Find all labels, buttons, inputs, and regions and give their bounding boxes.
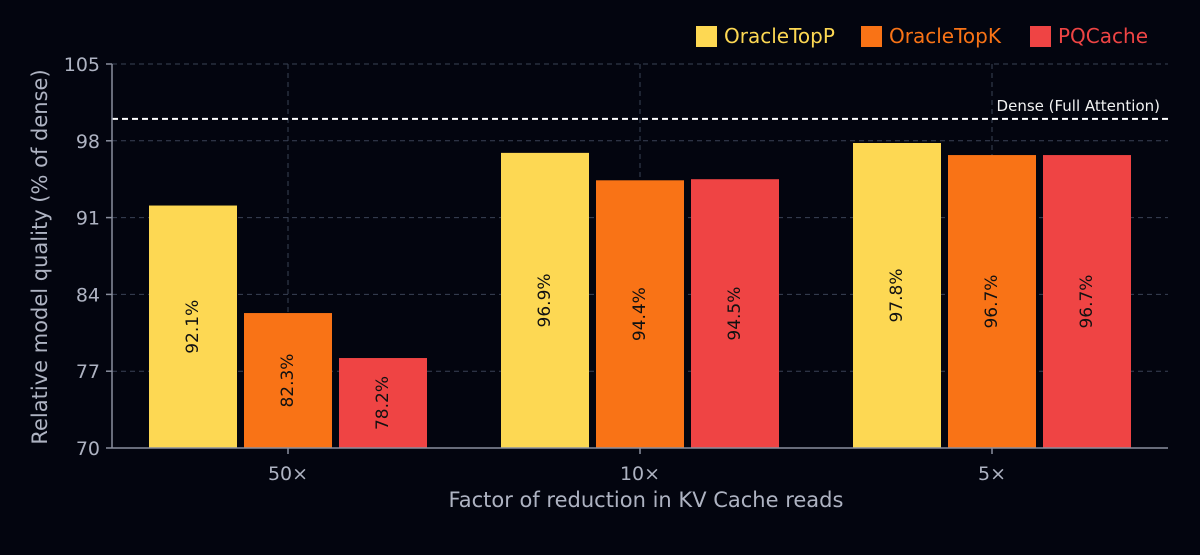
y-tick-label: 91: [76, 208, 100, 230]
bar-value-label: 94.5%: [725, 287, 745, 341]
x-tick-label: 50×: [268, 463, 308, 485]
bar-value-label: 94.4%: [630, 287, 650, 341]
y-tick-label: 105: [64, 54, 100, 76]
bar: [244, 313, 332, 448]
legend-swatch: [1030, 26, 1051, 47]
legend-label: PQCache: [1058, 24, 1148, 48]
x-tick-label: 10×: [620, 463, 660, 485]
legend-label: OracleTopP: [724, 24, 835, 48]
bar: [596, 180, 684, 448]
bar-value-label: 96.7%: [982, 275, 1002, 329]
bar-value-label: 92.1%: [183, 300, 203, 354]
legend-label: OracleTopK: [889, 24, 1002, 48]
bar: [691, 179, 779, 448]
bar: [149, 205, 237, 448]
y-tick-label: 70: [76, 438, 100, 460]
bar-value-label: 78.2%: [373, 376, 393, 430]
reference-line-group: Dense (Full Attention): [112, 97, 1168, 120]
x-axis-title: Factor of reduction in KV Cache reads: [449, 488, 844, 512]
bar: [501, 152, 589, 448]
bar: [1043, 155, 1131, 448]
y-tick-label: 84: [76, 284, 100, 306]
y-axis-title: Relative model quality (% of dense): [28, 69, 52, 444]
y-tick-label: 98: [76, 131, 100, 153]
legend-swatch: [696, 26, 717, 47]
bar: [948, 155, 1036, 448]
x-tick-labels: 50× 10× 5×: [268, 448, 1006, 485]
bar: [339, 358, 427, 448]
y-tick-labels: 70 77 84 91 98 105: [64, 54, 112, 460]
bar-value-label: 96.9%: [535, 273, 555, 327]
bar-value-label: 96.7%: [1077, 275, 1097, 329]
legend: OracleTopP OracleTopK PQCache: [696, 24, 1148, 48]
bar-value-label: 82.3%: [278, 354, 298, 408]
bar-value-label: 97.8%: [887, 268, 907, 322]
bars: 92.1% 82.3% 78.2% 96.9% 94.4% 94.5% 97.8% 96.7%…: [149, 142, 1131, 448]
bar: [853, 142, 941, 448]
x-tick-label: 5×: [978, 463, 1006, 485]
y-tick-label: 77: [76, 361, 100, 383]
legend-swatch: [861, 26, 882, 47]
dense-reference-label: Dense (Full Attention): [997, 97, 1160, 115]
